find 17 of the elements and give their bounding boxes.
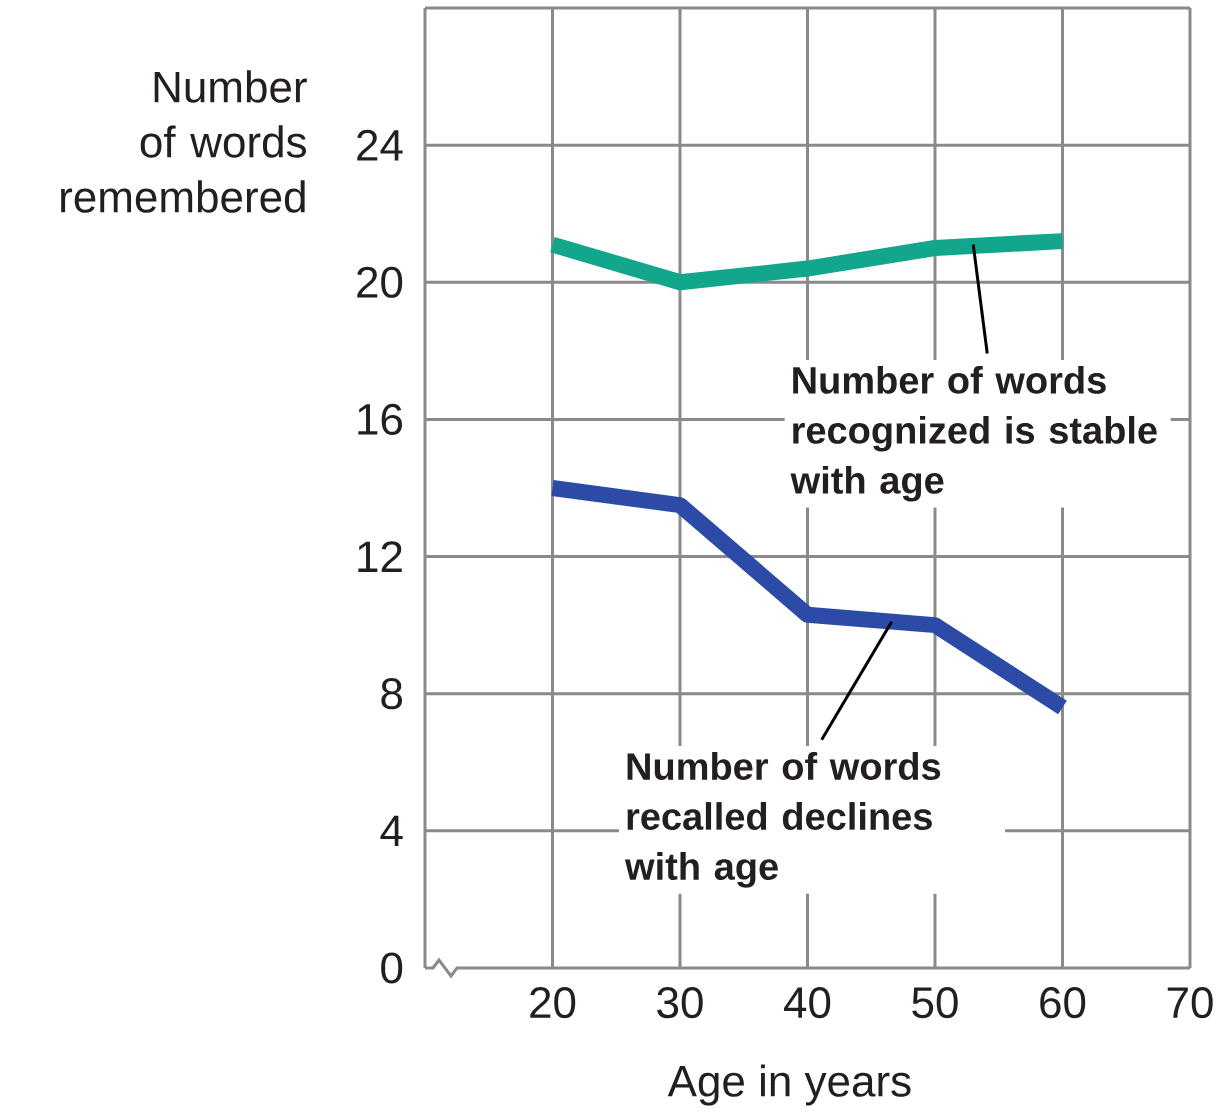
y-tick-label: 12 <box>358 541 402 572</box>
annotation: Number of words recalled declines with age <box>624 752 941 888</box>
y-axis-title: Number of words remembered <box>61 70 307 213</box>
y-tick-label: 24 <box>357 129 403 161</box>
y-tick-label: 8 <box>381 678 403 710</box>
y-tick-label: 4 <box>380 815 403 846</box>
x-axis-title: Age in years <box>667 1064 911 1106</box>
y-tick-label: 0 <box>381 952 403 984</box>
x-tick-label: 20 <box>530 987 576 1019</box>
x-tick-label: 40 <box>784 987 831 1019</box>
annotation: Number of words recognized is stable with age <box>790 365 1157 502</box>
x-tick-label: 30 <box>657 987 703 1019</box>
x-tick-label: 70 <box>1167 987 1213 1019</box>
x-tick-label: 50 <box>912 987 958 1019</box>
y-tick-label: 16 <box>358 403 403 435</box>
x-tick-label: 60 <box>1040 987 1086 1019</box>
y-tick-label: 20 <box>357 266 403 298</box>
